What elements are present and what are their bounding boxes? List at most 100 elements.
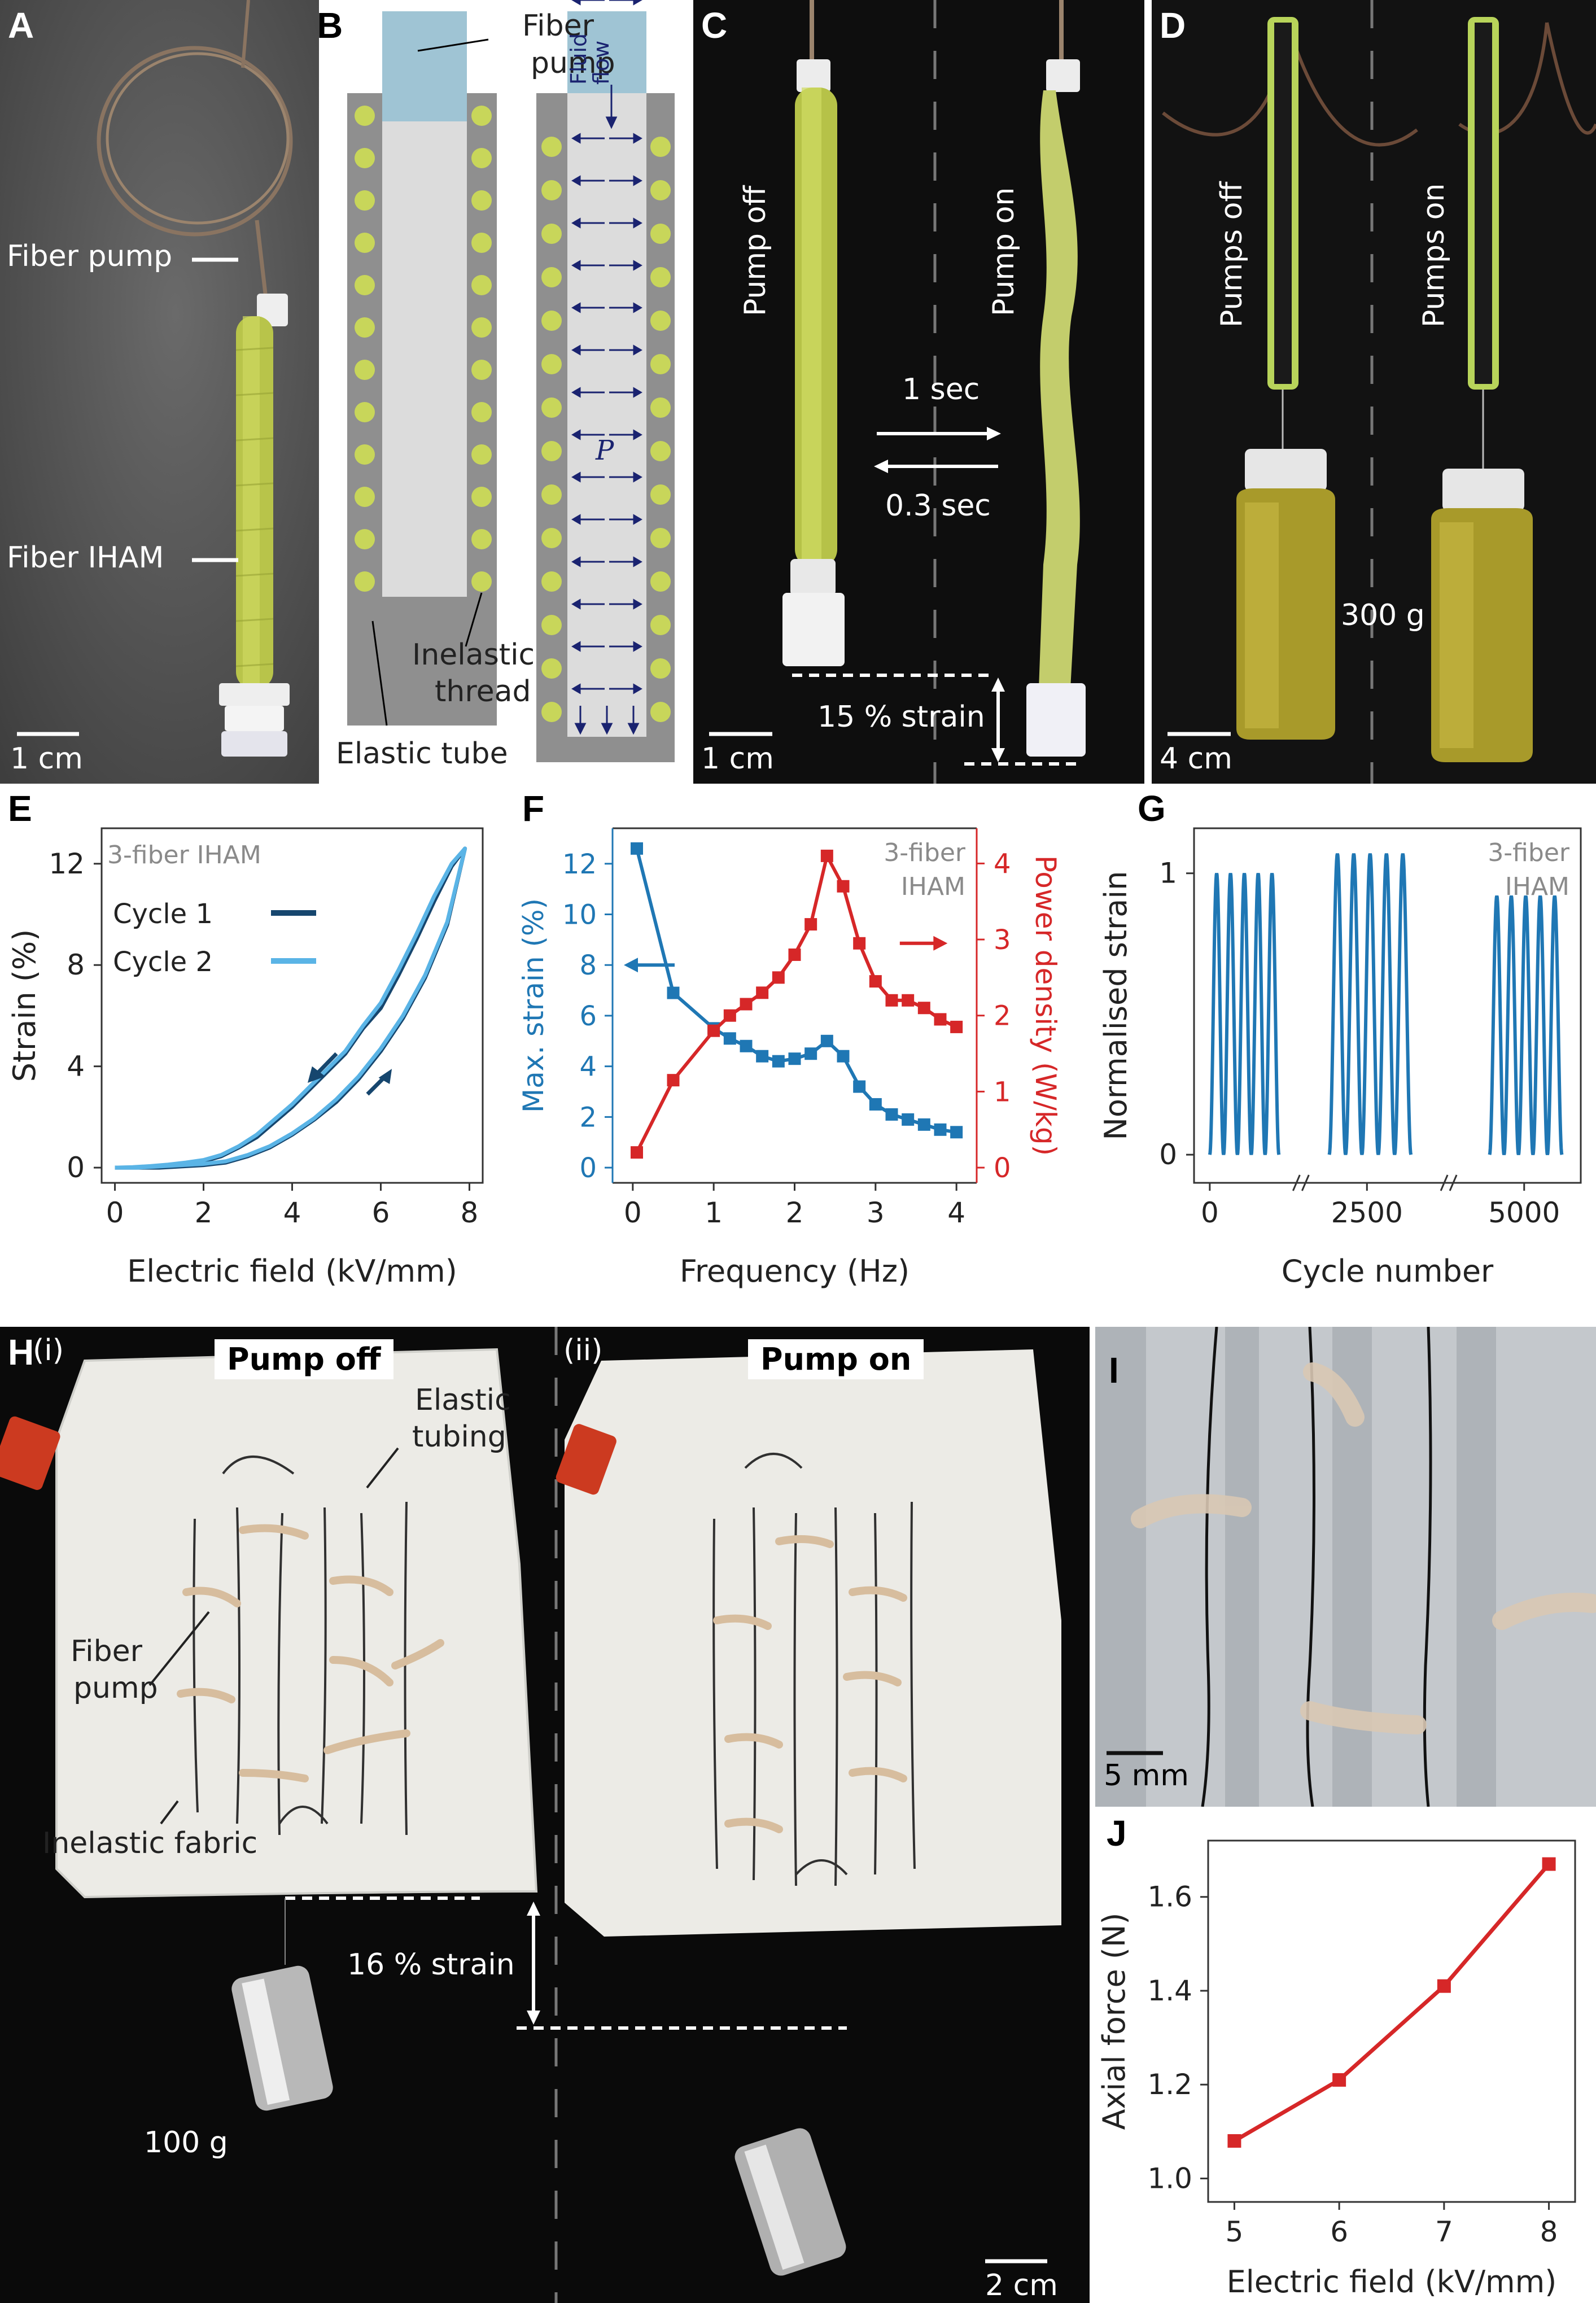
panel-h-inelastic-fabric-label: Inelastic fabric (42, 1826, 258, 1860)
chart-e-xlabel: Electric field (kV/mm) (127, 1253, 457, 1289)
chart-f-ytick-right-label: 0 (994, 1152, 1011, 1184)
chart-f-series-1-point (869, 1098, 882, 1111)
panel-h-photo (0, 1327, 1061, 2303)
chart-f-series-1-point (723, 1032, 736, 1045)
chart-f-series-2-point (667, 1074, 680, 1087)
chart-j-xtick-label: 8 (1540, 2215, 1558, 2248)
panel-b-fluid-line: Fluid (566, 33, 591, 85)
panel-j-label: J (1107, 1813, 1127, 1854)
chart-f-ytick-left-label: 4 (579, 1051, 597, 1083)
panel-b-flow-line: flow (589, 40, 614, 85)
panel-b-inelastic-line1: Inelastic (412, 638, 535, 672)
chart-j-series-point (1542, 1857, 1556, 1871)
panel-h-pump-on-chip: Pump on (748, 1339, 924, 1379)
panel-e: E 0 2 4 6 8 0 4 8 12 Electric field (kV/mm) Strain… (0, 788, 508, 1324)
chart-g-axis-break (1440, 1174, 1449, 1191)
chart-g-xlabel: Cycle number (1282, 1253, 1494, 1289)
chart-g-annotation-line2: IHAM (1505, 872, 1569, 901)
chart-f-series-1-point (667, 986, 680, 999)
panel-b-fluid-flow-label: Fluid flow (566, 33, 614, 85)
panel-g: G 0 1 0 2500 5000 Cycle number Normalised stra… (1073, 788, 1596, 1324)
panel-h-label: H (8, 1332, 34, 1373)
chart-g-segment-3 (1488, 895, 1564, 1155)
chart-f-series-2-point (934, 1013, 947, 1026)
chart-g: 0 1 0 2500 5000 Cycle number Normalised strain… (1098, 827, 1582, 1289)
panel-i-photo (1095, 1327, 1596, 1807)
chart-f-right-arrow-head (933, 936, 948, 951)
panel-h-scale-label: 2 cm (985, 2269, 1058, 2302)
chart-f-series-2-point (885, 994, 898, 1007)
panel-c-strain-label: 15 % strain (817, 700, 985, 734)
panel-f-label: F (522, 788, 545, 829)
chart-f-series-1-point (853, 1080, 866, 1093)
chart-e-xtick-label: 8 (461, 1196, 479, 1229)
panel-f: F 0 1 2 3 4 0 2 4 6 8 10 12 0 1 2 3 4 Frequency (Hz) Max. … (508, 788, 1073, 1324)
chart-e-ytick-label: 4 (67, 1050, 85, 1083)
chart-j-ylabel: Axial force (N) (1096, 1913, 1132, 2130)
chart-f-series-2-point (707, 1024, 720, 1037)
chart-g-ytick-label: 1 (1159, 857, 1177, 890)
chart-f-ytick-right-label: 3 (994, 924, 1011, 956)
panel-d-label: D (1160, 5, 1186, 46)
chart-e-ytick-label: 8 (67, 949, 85, 981)
chart-e-ytick-label: 0 (67, 1151, 85, 1184)
chart-f-xtick-label: 1 (705, 1196, 723, 1229)
chart-e-xtick-label: 6 (372, 1196, 390, 1229)
chart-f-xtick-label: 2 (786, 1196, 804, 1229)
panel-d-pumps-off-label: Pumps off (1215, 181, 1249, 327)
panel-h-strain-label: 16 % strain (347, 1948, 515, 1982)
chart-f-series-2-point (950, 1020, 963, 1033)
chart-f-series-2-point (631, 1146, 643, 1159)
panel-d-mass-label: 300 g (1341, 598, 1425, 632)
chart-g-annotation-line1: 3-fiber (1488, 838, 1570, 867)
chart-f-ytick-right-label: 4 (994, 848, 1011, 880)
panel-d-photo (1162, 0, 1596, 784)
chart-f-xtick-label: 0 (624, 1196, 642, 1229)
chart-j-series-line (1233, 1863, 1551, 2143)
chart-f-ytick-left-label: 8 (579, 950, 597, 981)
chart-f-series-1-point (934, 1123, 947, 1136)
chart-f-series-1-point (772, 1055, 785, 1068)
chart-e-xtick-label: 2 (195, 1196, 213, 1229)
left-thread-dots (355, 106, 492, 592)
pressure-arrows (571, 0, 642, 735)
chart-f-series-2-point (756, 986, 769, 999)
chart-f-series-2-point (820, 849, 833, 862)
chart-f-xlabel: Frequency (Hz) (680, 1253, 909, 1289)
right-thread-dots (541, 137, 671, 722)
chart-e-series-1 (115, 846, 467, 1170)
panel-b-fiber-pump-line2: pump (531, 46, 615, 80)
chart-f-series-1-point (885, 1108, 898, 1121)
chart-f-series-2-point (917, 1002, 930, 1015)
chart-j-ytick-label: 1.2 (1147, 2068, 1192, 2101)
chart-e-xtick-label: 0 (106, 1196, 124, 1229)
chart-f-ytick-left-label: 10 (562, 899, 597, 931)
chart-f-left-arrow-head (624, 958, 638, 973)
panel-b-label: B (319, 5, 343, 46)
chart-g-xtick-label: 0 (1201, 1196, 1219, 1229)
chart-f-series-1-point (950, 1126, 963, 1139)
chart-f-xtick-label: 3 (867, 1196, 885, 1229)
panel-a-fiber-iham-label: Fiber IHAM (7, 541, 164, 575)
chart-e-frame (100, 827, 484, 1184)
panel-b-thread-line2: thread (435, 675, 531, 709)
panel-h-sub-i: (i) (33, 1334, 64, 1367)
chart-f-ylabel-right: Power density (W/kg) (1029, 855, 1062, 1156)
panel-h-fiber-pump-line1: Fiber (71, 1635, 142, 1668)
chart-e-series-2 (115, 846, 467, 1170)
chart-f-series-2-point (788, 948, 801, 961)
chart-f-ytick-left-label: 12 (562, 849, 597, 880)
panel-a-photo (0, 0, 319, 784)
chart-j-series-point (1227, 2134, 1241, 2148)
chart-g-axis-break (1449, 1174, 1458, 1191)
chart-g-frame (1193, 827, 1582, 1184)
chart-e-legend-label: Cycle 1 (113, 898, 213, 930)
panel-d-pumps-on-label: Pumps on (1417, 183, 1451, 327)
panel-c-pump-off-label: Pump off (738, 185, 772, 316)
chart-f-series-1-point (917, 1118, 930, 1131)
chart-f-series-1-point (740, 1039, 753, 1052)
panel-i-label: I (1109, 1350, 1119, 1391)
chart-f-ylabel-left: Max. strain (%) (517, 898, 550, 1113)
chart-j-xlabel: Electric field (kV/mm) (1227, 2264, 1557, 2300)
